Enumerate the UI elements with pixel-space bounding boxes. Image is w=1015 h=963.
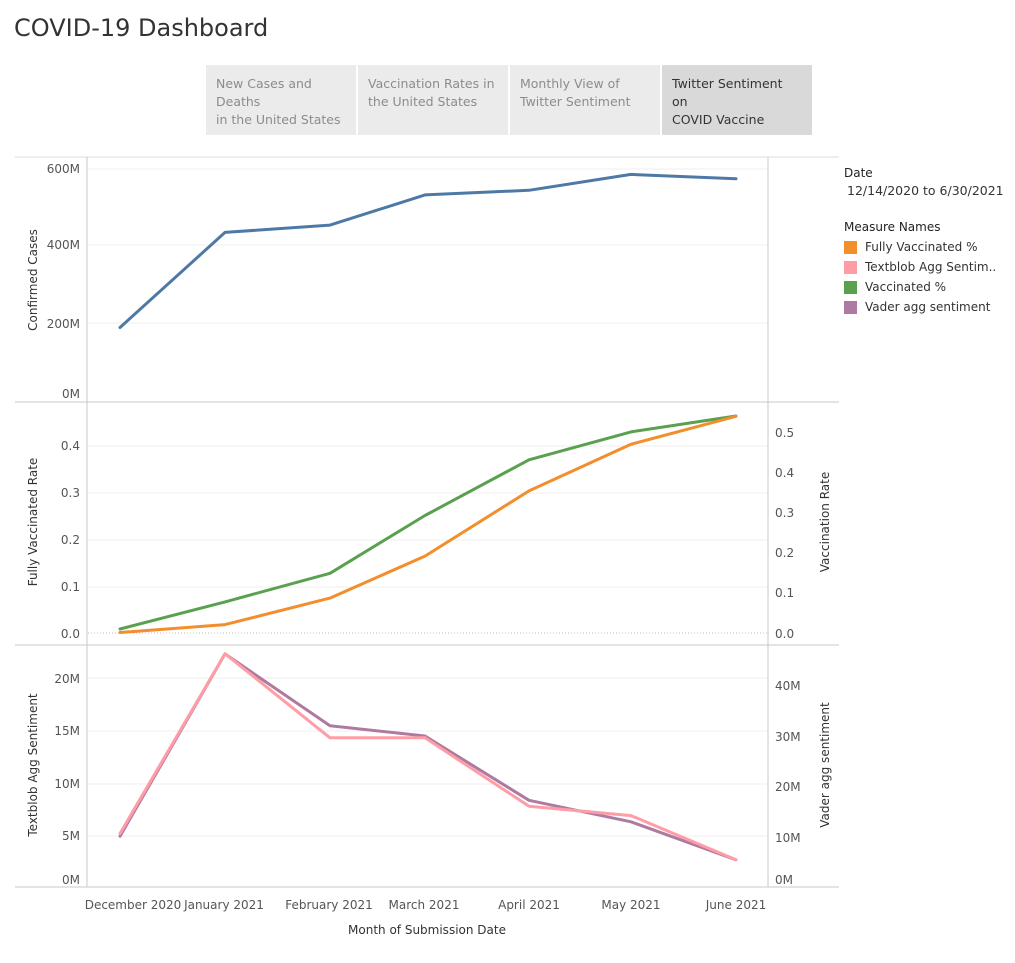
tab-monthly-twitter-sentiment[interactable]: Monthly View of Twitter Sentiment — [510, 65, 660, 135]
y-axis-title: Fully Vaccinated Rate — [26, 458, 40, 587]
x-tick-label: February 2021 — [285, 898, 373, 912]
y-tick-label: 0.1 — [61, 580, 80, 594]
y-tick-label: 10M — [54, 777, 80, 791]
y-right-tick-label: 0.4 — [775, 466, 794, 480]
tab-label-line: in the United States — [216, 112, 341, 127]
tab-label-line: Twitter Sentiment on — [672, 76, 783, 109]
tab-label-line: Monthly View of — [520, 76, 620, 91]
y-tick-label: 0M — [62, 873, 80, 887]
tab-vaccination-rates[interactable]: Vaccination Rates in the United States — [358, 65, 508, 135]
legend-item-vader[interactable]: Vader agg sentiment — [844, 297, 1004, 317]
y-right-tick-label: 0.2 — [775, 546, 794, 560]
y-tick-label: 400M — [47, 238, 80, 252]
y-tick-label: 600M — [47, 162, 80, 176]
y-tick-label: 0.4 — [61, 439, 80, 453]
legend-panel: Date 12/14/2020 to 6/30/2021 Measure Nam… — [844, 166, 1004, 317]
y-right-tick-label: 10M — [775, 831, 801, 845]
y-right-tick-label: 0.5 — [775, 426, 794, 440]
y-right-tick-label: 20M — [775, 780, 801, 794]
y-tick-label: 20M — [54, 672, 80, 686]
y-tick-label: 0.3 — [61, 486, 80, 500]
y-axis-title: Confirmed Cases — [26, 229, 40, 331]
x-tick-label: January 2021 — [183, 898, 264, 912]
legend-swatch — [844, 300, 857, 314]
y-right-tick-label: 0.3 — [775, 506, 794, 520]
series-layer — [118, 172, 738, 862]
series-line-vaccinated[interactable] — [118, 414, 738, 631]
gridlines — [88, 168, 767, 837]
legend-item-textblob[interactable]: Textblob Agg Sentim.. — [844, 257, 1004, 277]
legend-label: Textblob Agg Sentim.. — [865, 260, 997, 274]
x-tick-label: December 2020 — [85, 898, 182, 912]
y-right-tick-label: 30M — [775, 730, 801, 744]
legend-swatch — [844, 260, 857, 274]
legend-label: Vaccinated % — [865, 280, 947, 294]
tab-label-line: COVID Vaccine — [672, 112, 765, 127]
x-tick-label: March 2021 — [389, 898, 460, 912]
legend-label: Fully Vaccinated % — [865, 240, 978, 254]
tab-label-line: the United States — [368, 94, 478, 109]
y-tick-label: 200M — [47, 317, 80, 331]
tab-label-line: Twitter Sentiment — [520, 94, 631, 109]
y-right-axis-title: Vader agg sentiment — [818, 702, 832, 828]
y-right-tick-label: 0.0 — [775, 627, 794, 641]
legend-item-fully-vaccinated[interactable]: Fully Vaccinated % — [844, 237, 1004, 257]
legend-label: Vader agg sentiment — [865, 300, 991, 314]
tab-label-line: New Cases and Deaths — [216, 76, 312, 109]
x-axis-title: Month of Submission Date — [348, 923, 506, 937]
series-line-confirmed-cases[interactable] — [118, 172, 738, 329]
series-line-fully-vaccinated[interactable] — [118, 414, 738, 634]
y-tick-label: 15M — [54, 724, 80, 738]
series-line-vader-sentiment[interactable] — [118, 652, 738, 862]
x-tick-label: June 2021 — [705, 898, 767, 912]
series-line-textblob-sentiment[interactable] — [118, 652, 738, 862]
y-tick-label: 5M — [62, 829, 80, 843]
date-filter-label: Date — [844, 166, 873, 180]
legend-swatch — [844, 240, 857, 254]
legend-item-vaccinated[interactable]: Vaccinated % — [844, 277, 1004, 297]
y-tick-label: 0.0 — [61, 627, 80, 641]
tab-new-cases-deaths[interactable]: New Cases and Deaths in the United State… — [206, 65, 356, 135]
y-axis-title: Textblob Agg Sentiment — [26, 693, 40, 838]
legend-swatch — [844, 280, 857, 294]
x-tick-label: May 2021 — [601, 898, 660, 912]
dashboard-title: COVID-19 Dashboard — [14, 14, 269, 42]
tab-label-line: Vaccination Rates in — [368, 76, 495, 91]
y-tick-label: 0.2 — [61, 533, 80, 547]
y-right-axis-title: Vaccination Rate — [818, 472, 832, 572]
y-right-tick-label: 40M — [775, 679, 801, 693]
date-filter-value[interactable]: 12/14/2020 to 6/30/2021 — [847, 183, 1004, 198]
y-right-tick-label: 0M — [775, 873, 793, 887]
y-tick-label: 0M — [62, 387, 80, 401]
tab-twitter-sentiment-vaccine[interactable]: Twitter Sentiment on COVID Vaccine — [662, 65, 812, 135]
x-tick-label: April 2021 — [498, 898, 560, 912]
y-right-tick-label: 0.1 — [775, 586, 794, 600]
legend-title: Measure Names — [844, 220, 941, 234]
